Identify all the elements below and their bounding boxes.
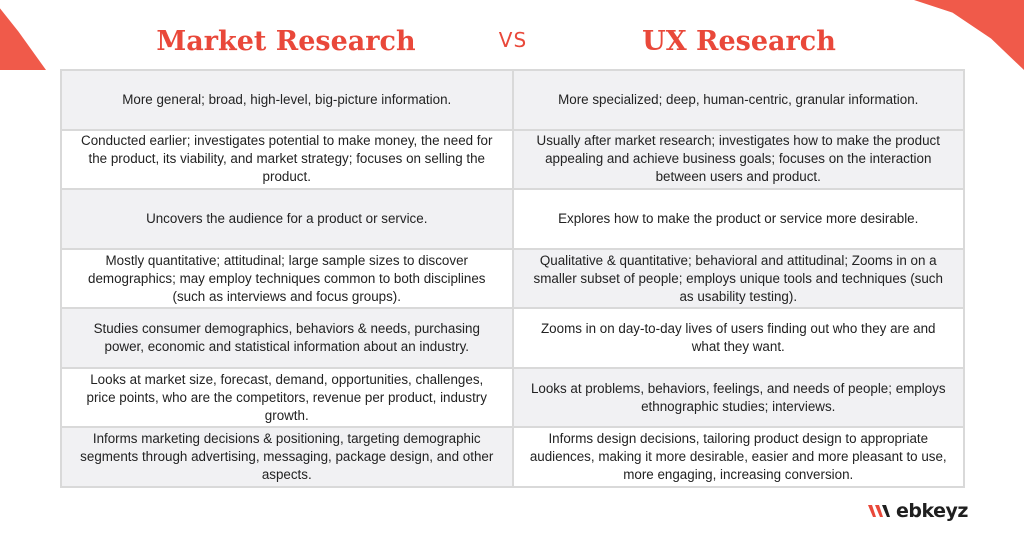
webkeyz-w-mark-icon [868,505,891,517]
corner-decoration-left [0,8,46,70]
table-row: Mostly quantitative; attitudinal; large … [62,249,963,310]
ux-cell: Zooms in on day-to-day lives of users fi… [541,321,936,355]
market-cell: Informs marketing decisions & positionin… [62,428,514,487]
ux-cell: Informs design decisions, tailoring prod… [529,431,947,483]
table-row: Uncovers the audience for a product or s… [62,190,963,250]
market-cell: More general; broad, high-level, big-pic… [62,71,514,129]
table-row: Conducted earlier; investigates potentia… [62,130,963,191]
table-row: Informs marketing decisions & positionin… [62,428,963,487]
market-cell: Mostly quantitative; attitudinal; large … [62,249,514,308]
ux-cell: More specialized; deep, human-centric, g… [513,71,963,129]
market-cell: Uncovers the audience for a product or s… [62,190,514,248]
table-row: Studies consumer demographics, behaviors… [62,309,963,369]
market-cell: Looks at market size, forecast, demand, … [62,368,514,427]
ux-research-title: UX Research [642,26,836,57]
ux-cell: Usually after market research; investiga… [513,130,963,189]
market-cell: Conducted earlier; investigates potentia… [62,130,514,189]
market-cell: Studies consumer demographics, behaviors… [62,309,514,367]
table-row: Looks at market size, forecast, demand, … [62,368,963,429]
logo-text: ebkeyz [896,500,968,522]
comparison-table: More general; broad, high-level, big-pic… [60,69,965,488]
table-row: More general; broad, high-level, big-pic… [62,71,963,131]
vs-label: VS [498,28,528,52]
market-research-title: Market Research [156,26,416,57]
webkeyz-logo: ebkeyz [868,500,968,522]
ux-cell: Qualitative & quantitative; behavioral a… [513,249,963,308]
ux-cell: Looks at problems, behaviors, feelings, … [513,368,963,427]
ux-cell: Explores how to make the product or serv… [558,210,919,226]
